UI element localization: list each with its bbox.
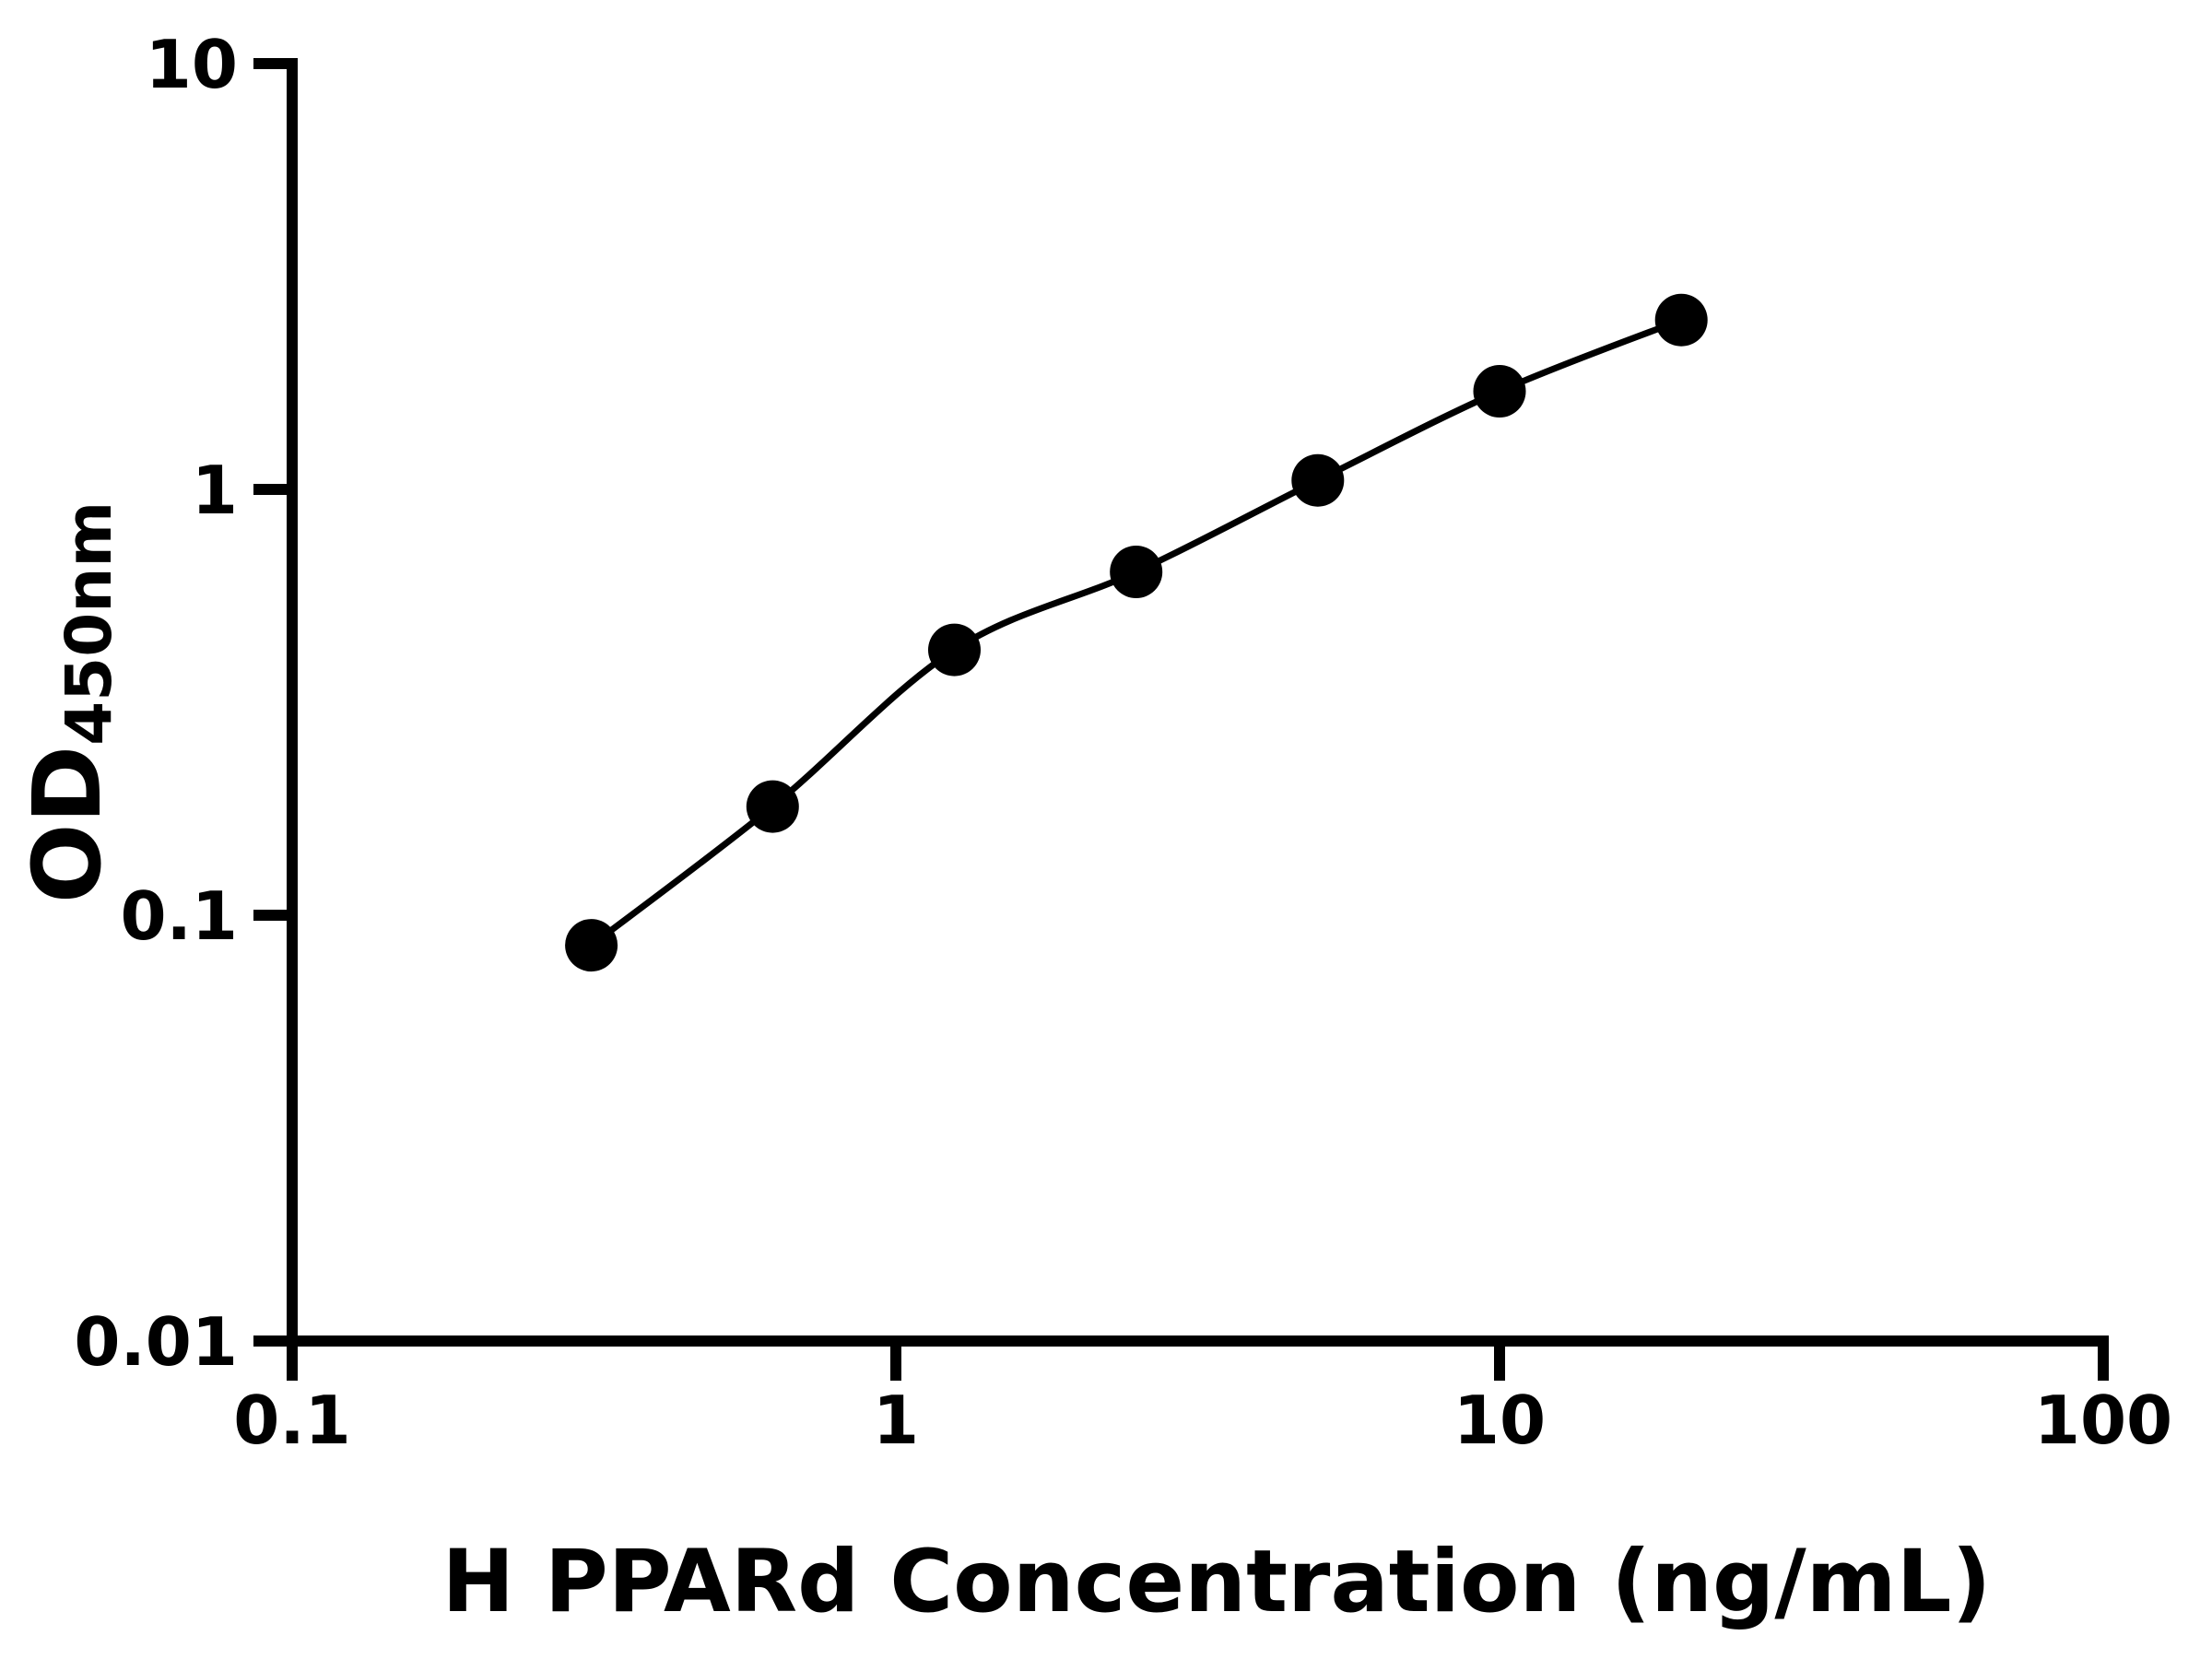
x-tick-mark: [2098, 1341, 2109, 1381]
data-point-2: [928, 623, 981, 677]
y-axis-line: [287, 58, 298, 1347]
x-tick-label: 100: [2034, 1382, 2172, 1459]
x-tick-mark: [890, 1341, 901, 1381]
x-axis-title: H PPARd Concentration (ng/mL): [442, 1532, 1992, 1632]
y-tick-mark: [253, 58, 298, 69]
series-standard-curve: [565, 293, 1708, 972]
data-point-4: [1291, 453, 1345, 507]
y-tick-label: 10: [146, 26, 238, 103]
data-point-1: [746, 780, 799, 833]
y-tick-mark: [253, 484, 298, 495]
x-tick-mark: [287, 1341, 298, 1381]
x-tick-label: 1: [873, 1382, 919, 1459]
data-point-5: [1473, 365, 1526, 418]
y-tick-label: 0.1: [120, 877, 238, 955]
x-tick-label: 10: [1453, 1382, 1546, 1459]
y-axis-title-main: OD: [13, 746, 123, 903]
y-axis-title: OD450nm: [13, 501, 126, 903]
data-point-3: [1110, 546, 1163, 598]
x-tick-label: 0.1: [233, 1382, 351, 1459]
x-tick-mark: [1494, 1341, 1505, 1381]
y-axis-title-sub: 450nm: [53, 501, 126, 746]
data-point-6: [1654, 293, 1708, 347]
y-tick-mark: [253, 910, 298, 921]
y-tick-label: 1: [192, 452, 238, 529]
y-tick-label: 0.01: [74, 1303, 238, 1381]
x-axis-line: [287, 1335, 2109, 1347]
x-axis: 0.1 1 10 100: [233, 1335, 2172, 1459]
y-axis: 10 1 0.1 0.01: [74, 26, 298, 1381]
data-point-0: [565, 919, 618, 972]
